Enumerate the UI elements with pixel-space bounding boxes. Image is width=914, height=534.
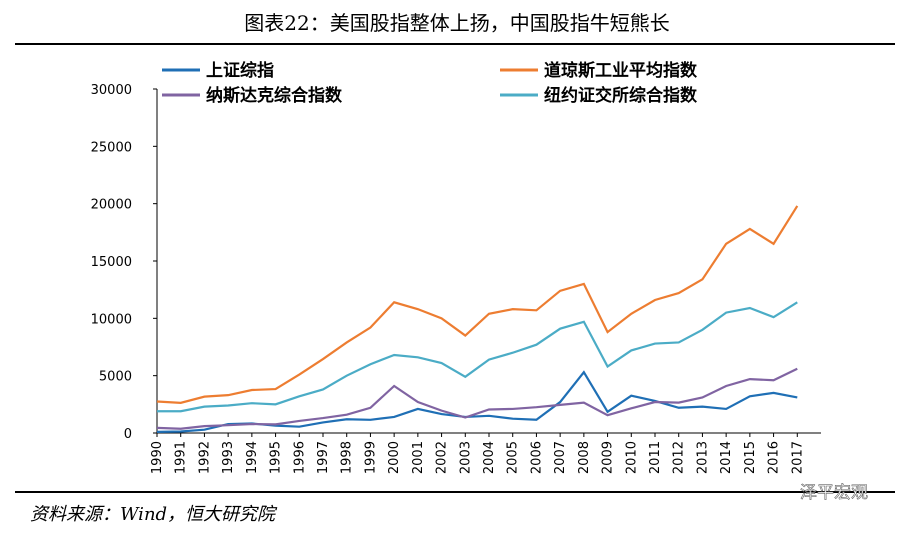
x-tick-label: 2004 [482,441,497,474]
chart-title: 图表22：美国股指整体上扬，中国股指牛短熊长 [244,11,669,35]
legend-label: 纽约证交所综合指数 [544,85,698,106]
x-tick-label: 1995 [269,441,284,474]
x-tick-label: 2014 [719,441,734,474]
x-tick-label: 1999 [363,441,378,474]
x-tick-label: 1997 [316,441,331,474]
y-tick-label: 10000 [91,312,132,327]
y-tick-label: 20000 [91,198,132,213]
legend-label: 上证综指 [206,60,274,81]
x-tick-label: 1991 [174,441,189,474]
x-tick-label: 2015 [743,441,758,474]
x-tick-label: 1996 [292,441,307,474]
y-tick-label: 0 [124,427,132,442]
x-tick-label: 2000 [387,441,402,474]
series-line [156,205,799,404]
x-tick-label: 1992 [197,441,212,474]
x-tick-label: 2006 [529,441,544,474]
series-line [156,367,798,430]
y-tick-label: 25000 [91,140,132,155]
x-tick-label: 2010 [624,441,639,474]
source: 资料来源：Wind，恒大研究院 [30,504,278,525]
x-tick-label: 2016 [767,441,782,474]
x-tick-label: 2001 [411,441,426,474]
x-tick-label: 2002 [435,441,450,474]
x-tick-label: 1994 [245,441,260,474]
watermark: 泽平宏观 [800,483,868,503]
x-tick-label: 2012 [672,441,687,474]
x-tick-label: 2008 [577,441,592,474]
x-tick-label: 1990 [150,441,165,474]
x-tick-label: 2003 [458,441,473,474]
x-tick-label: 2007 [553,441,568,474]
legend-label: 道琼斯工业平均指数 [544,60,698,81]
x-tick-label: 2013 [695,441,710,474]
x-tick-label: 2017 [790,441,805,474]
y-tick-label: 30000 [91,83,132,98]
series-line [156,370,798,433]
x-tick-label: 1993 [221,441,236,474]
x-tick-label: 1998 [340,441,355,474]
x-tick-label: 2005 [506,441,521,474]
series-line [157,301,798,413]
x-tick-label: 2011 [648,441,663,474]
y-tick-label: 15000 [91,255,132,270]
x-tick-label: 2009 [601,441,616,474]
y-tick-label: 5000 [99,370,132,385]
legend-label: 纳斯达克综合指数 [206,85,343,106]
